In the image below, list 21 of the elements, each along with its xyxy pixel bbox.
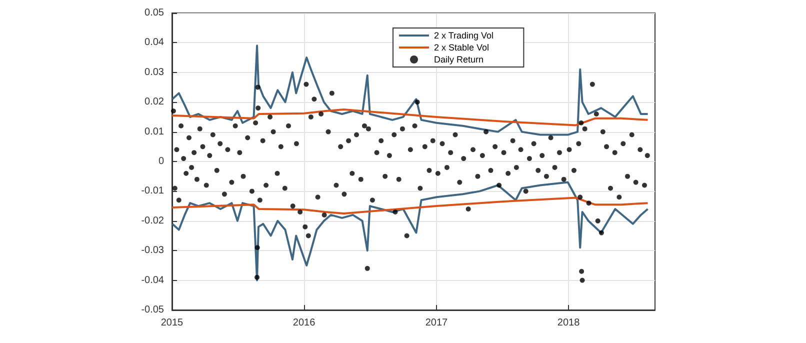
- y-tick-label: 0: [158, 156, 164, 167]
- y-tick-label: -0.04: [141, 274, 164, 286]
- line-series: [171, 181, 649, 282]
- y-tick-label: 0.04: [144, 37, 164, 48]
- legend-label: Daily Return: [434, 54, 484, 64]
- y-tick-label: -0.01: [141, 186, 164, 197]
- x-tick-label: 2015: [160, 318, 184, 328]
- y-tick-label: 0.03: [144, 66, 164, 78]
- y-tick-label: 0.02: [144, 96, 164, 108]
- legend-label: 2 x Trading Vol: [434, 30, 494, 40]
- legend-label: 2 x Stable Vol: [434, 42, 490, 52]
- y-tick-label: 0.01: [144, 126, 164, 138]
- y-tick-label: -0.03: [141, 245, 164, 256]
- y-tick-label: -0.02: [141, 215, 164, 226]
- x-tick-label: 2017: [425, 318, 448, 328]
- x-tick-label: 2018: [557, 318, 580, 328]
- line-series: [171, 44, 649, 136]
- x-tick-label: 2016: [292, 318, 316, 328]
- y-tick-label: -0.05: [141, 304, 164, 316]
- y-tick-label: 0.05: [144, 8, 164, 18]
- line-series: [171, 108, 649, 126]
